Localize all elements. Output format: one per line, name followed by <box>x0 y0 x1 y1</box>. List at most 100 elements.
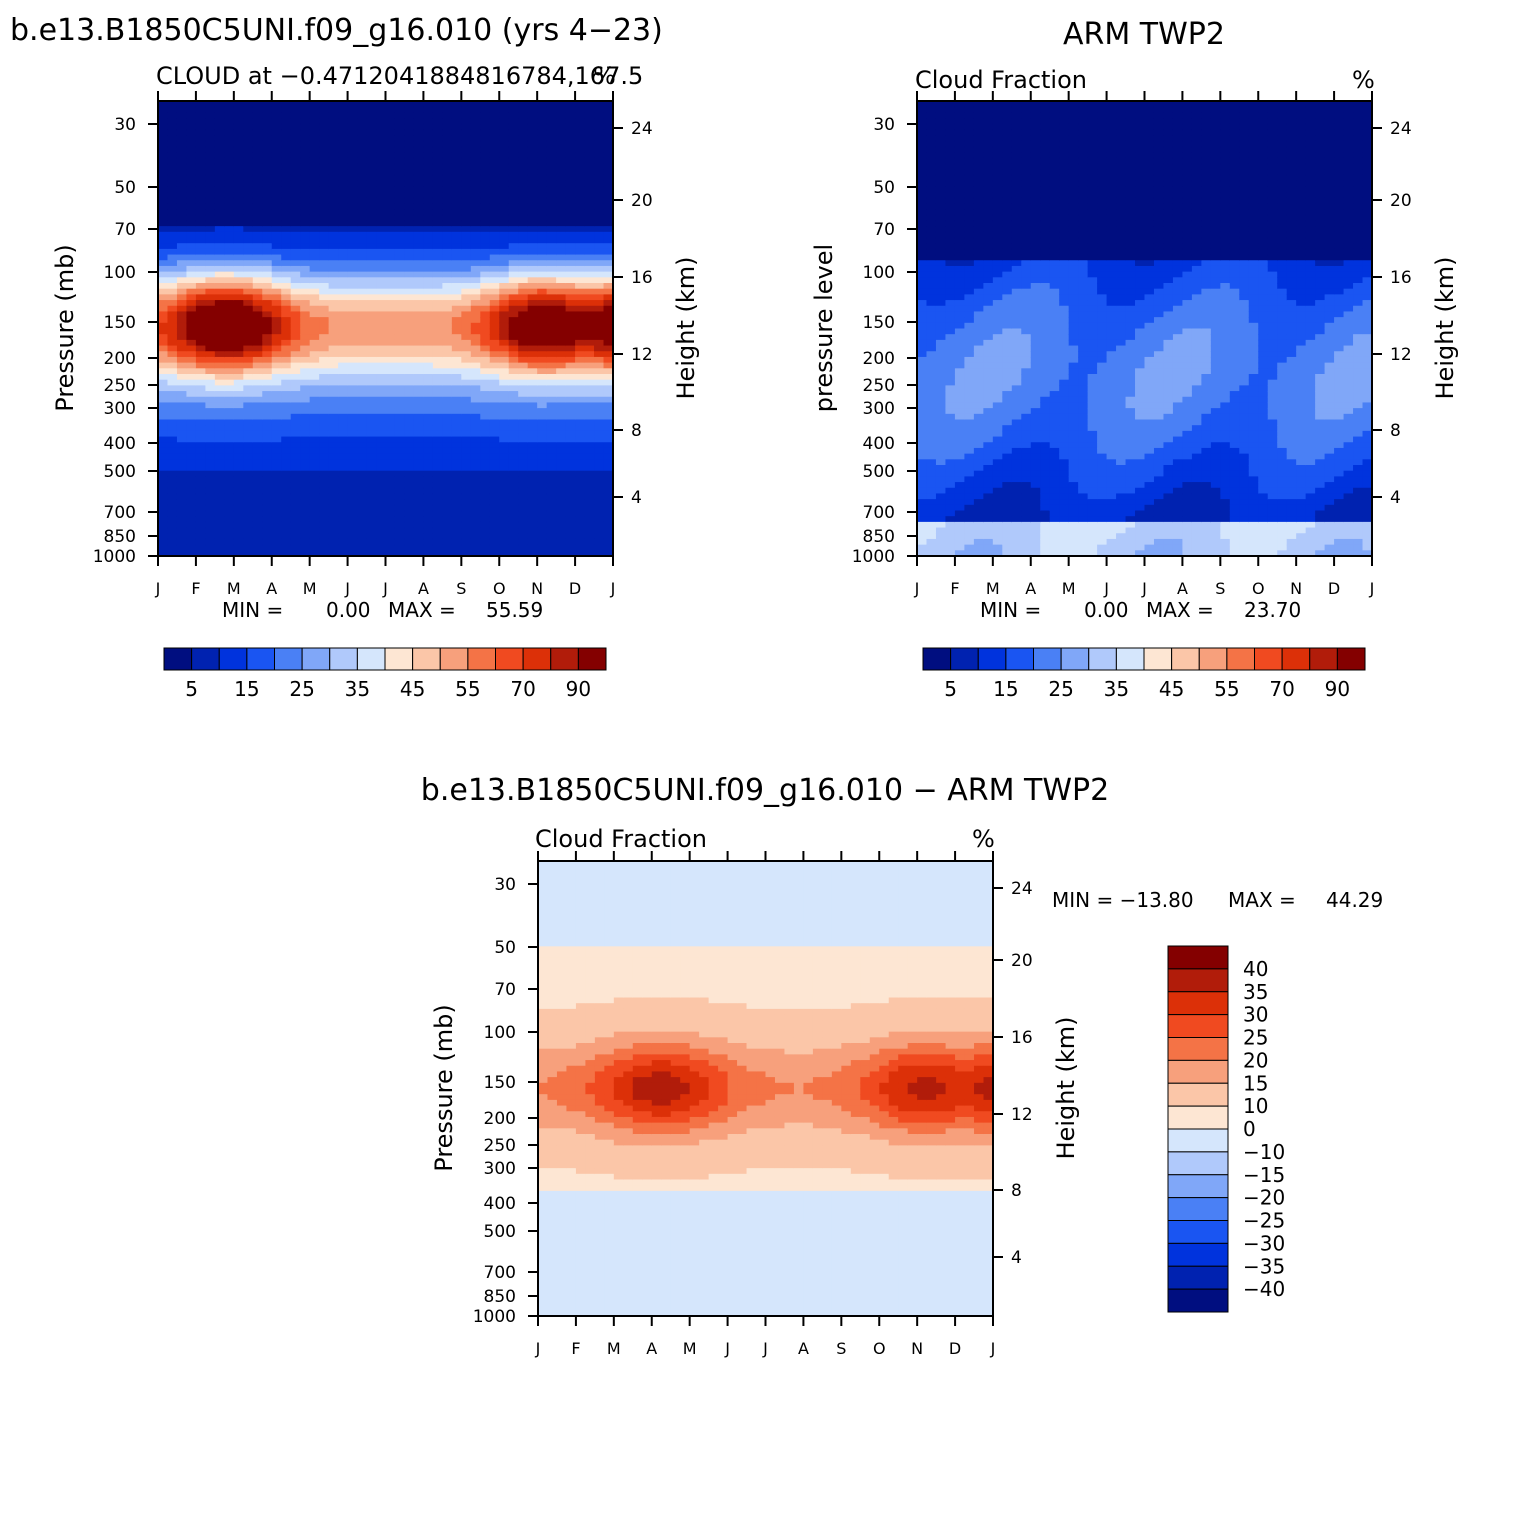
contour-cell <box>366 499 377 506</box>
contour-cell <box>394 140 406 148</box>
contour-cell <box>243 305 254 313</box>
contour-cell <box>432 345 443 352</box>
contour-cell <box>252 112 263 119</box>
contour-cell <box>158 419 169 426</box>
contour-cell <box>603 101 614 108</box>
contour-cell <box>376 300 387 307</box>
contour-cell <box>584 499 595 506</box>
contour-cell <box>186 391 197 398</box>
contour-cell <box>470 305 481 313</box>
contour-cell <box>394 169 406 176</box>
contour-cell <box>964 197 975 204</box>
contour-cell <box>546 453 557 460</box>
contour-cell <box>423 288 434 295</box>
contour-cell <box>584 482 595 489</box>
contour-cell <box>1011 538 1022 546</box>
contour-cell <box>385 436 396 443</box>
contour-cell <box>300 283 311 290</box>
contour-cell <box>423 300 434 307</box>
contour-cell <box>470 538 481 546</box>
contour-cell <box>1002 356 1013 364</box>
contour-cell <box>357 499 368 506</box>
contour-cell <box>964 112 975 119</box>
contour-cell <box>470 135 481 142</box>
contour-cell <box>186 538 197 546</box>
contour-cell <box>917 112 928 119</box>
contour-cell <box>575 305 586 313</box>
contour-cell <box>926 260 937 267</box>
contour-cell <box>243 402 254 409</box>
contour-cell <box>366 271 377 278</box>
contour-cell <box>271 123 282 131</box>
contour-cell <box>271 106 282 113</box>
y-right-tick-label: 24 <box>631 119 653 139</box>
contour-cell <box>309 487 320 495</box>
contour-cell <box>432 442 443 449</box>
contour-cell <box>176 425 188 432</box>
contour-cell <box>328 305 339 313</box>
contour-cell <box>290 516 301 523</box>
contour-cell <box>537 425 548 432</box>
contour-cell <box>594 453 605 460</box>
contour-cell <box>376 533 387 540</box>
contour-cell <box>546 300 557 307</box>
contour-cell <box>224 174 235 182</box>
contour-cell <box>413 197 425 204</box>
contour-cell <box>537 112 548 119</box>
contour-cell <box>964 186 975 193</box>
colorbar-label: 90 <box>566 677 591 701</box>
contour-cell <box>973 368 984 375</box>
contour-cell <box>983 408 994 415</box>
contour-cell <box>983 305 994 313</box>
contour-cell <box>233 345 244 352</box>
contour-cell <box>167 345 178 352</box>
contour-cell <box>451 226 462 233</box>
contour-cell <box>470 192 481 199</box>
contour-cell <box>935 339 947 347</box>
contour-cell <box>376 169 387 176</box>
contour-cell <box>499 260 510 267</box>
contour-cell <box>404 482 415 489</box>
contour-cell <box>271 209 282 216</box>
contour-cell <box>366 385 377 392</box>
contour-cell <box>319 265 330 273</box>
contour-cell <box>347 527 358 534</box>
contour-cell <box>546 408 557 415</box>
contour-cell <box>262 385 273 392</box>
contour-cell <box>281 351 292 358</box>
contour-cell <box>926 305 937 313</box>
contour-cell <box>546 243 557 250</box>
contour-cell <box>404 476 415 483</box>
contour-cell <box>347 254 358 261</box>
contour-cell <box>556 538 567 546</box>
contour-cell <box>518 174 529 182</box>
contour-cell <box>262 169 273 176</box>
contour-cell <box>290 220 301 227</box>
contour-cell <box>1011 123 1022 131</box>
contour-cell <box>186 385 197 392</box>
contour-cell <box>271 220 282 227</box>
contour-cell <box>917 436 928 443</box>
panel-obs-title: ARM TWP2 <box>1063 17 1225 52</box>
contour-cell <box>954 112 965 119</box>
contour-cell <box>338 527 349 534</box>
contour-cell <box>357 237 368 244</box>
contour-cell <box>964 442 975 449</box>
contour-cell <box>243 379 254 386</box>
contour-cell <box>338 203 349 210</box>
contour-cell <box>1021 237 1032 244</box>
contour-cell <box>158 538 169 546</box>
contour-cell <box>167 328 178 335</box>
contour-cell <box>423 243 434 250</box>
contour-cell <box>214 283 225 290</box>
contour-cell <box>366 237 377 244</box>
contour-cell <box>281 499 292 506</box>
contour-cell <box>480 544 491 551</box>
contour-cell <box>158 146 169 153</box>
contour-cell <box>214 396 225 404</box>
contour-cell <box>328 112 339 119</box>
contour-cell <box>252 260 263 267</box>
contour-cell <box>480 305 491 313</box>
contour-cell <box>300 243 311 250</box>
contour-cell <box>983 379 994 386</box>
